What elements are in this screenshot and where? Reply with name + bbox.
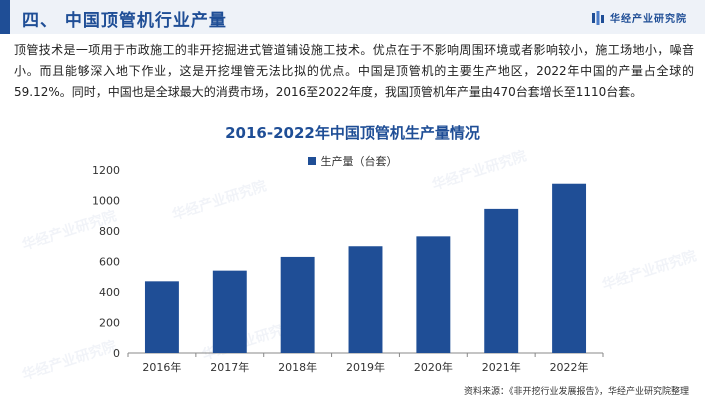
- x-tick-label: 2017年: [210, 360, 249, 374]
- x-tick-label: 2021年: [482, 360, 521, 374]
- bar: [348, 246, 383, 353]
- chart-legend: 生产量（台套）: [0, 153, 705, 169]
- bar: [144, 281, 179, 353]
- chart-title: 2016-2022年中国顶管机生产量情况: [225, 124, 480, 142]
- brand-logo-icon: [592, 10, 604, 25]
- header-accent: [0, 0, 10, 34]
- y-tick-label: 600: [99, 256, 120, 269]
- legend-label: 生产量（台套）: [320, 155, 398, 168]
- x-tick-label: 2022年: [550, 360, 589, 374]
- brand-name: 华经产业研究院: [610, 14, 687, 25]
- bar: [212, 270, 247, 353]
- bar: [552, 183, 587, 353]
- source-note: 资料来源：《非开挖行业发展报告》，华经产业研究院整理: [463, 387, 689, 397]
- intro-paragraph: 顶管技术是一项用于市政施工的非开挖掘进式管道铺设施工技术。优点在于不影响周围环境…: [14, 43, 694, 99]
- y-tick-label: 800: [99, 225, 120, 238]
- bar: [484, 208, 519, 353]
- x-tick-label: 2016年: [142, 360, 181, 374]
- header-bar: [0, 0, 705, 34]
- bar: [280, 256, 315, 353]
- legend-swatch: [307, 157, 316, 165]
- x-tick-label: 2019年: [346, 360, 385, 374]
- section-title: 四、 中国顶管机行业产量: [22, 11, 227, 31]
- y-tick-label: 1200: [92, 164, 120, 177]
- y-tick-label: 200: [99, 317, 120, 330]
- bar: [416, 236, 451, 353]
- y-tick-label: 400: [99, 286, 120, 299]
- y-tick-label: 1000: [92, 195, 120, 208]
- y-tick-label: 0: [113, 347, 120, 360]
- x-tick-label: 2018年: [278, 360, 317, 374]
- brand-logo: 华经产业研究院: [592, 10, 687, 25]
- x-tick-label: 2020年: [414, 360, 453, 374]
